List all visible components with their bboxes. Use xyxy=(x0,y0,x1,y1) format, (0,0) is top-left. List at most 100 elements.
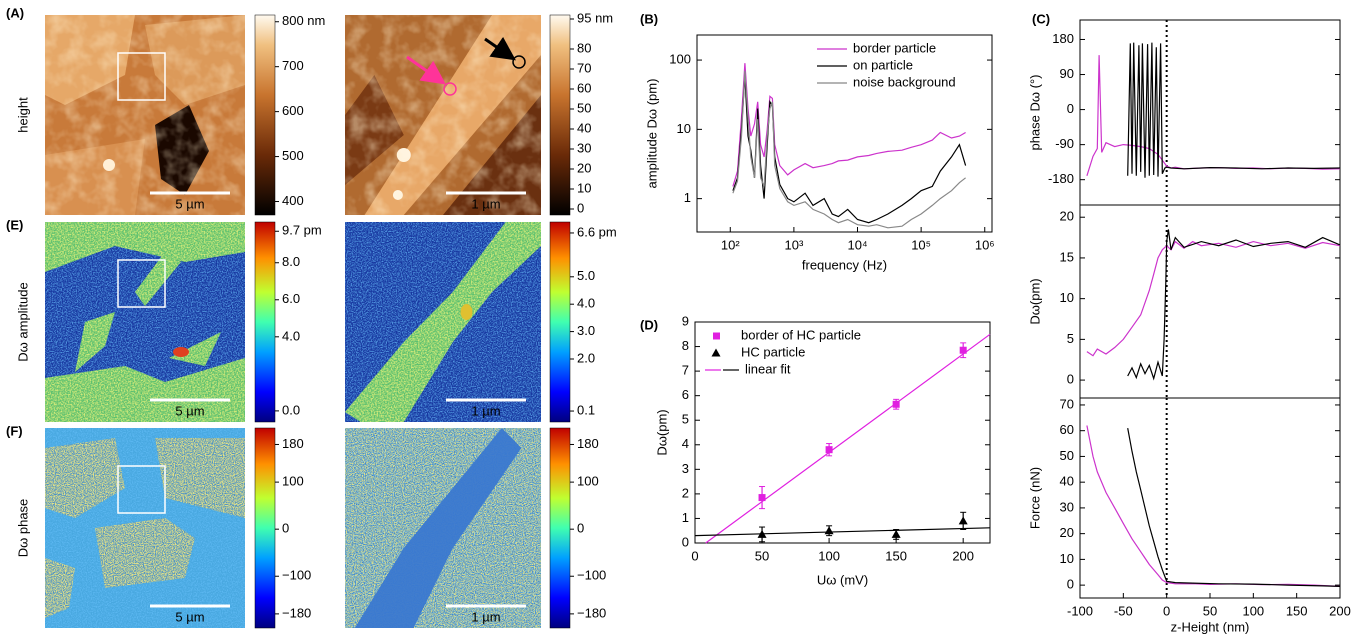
x-tick-label: 200 xyxy=(952,548,974,563)
x-tick-label: -100 xyxy=(1067,603,1093,618)
colorbar-tick-label: 6.0 xyxy=(282,291,300,306)
marker-circle xyxy=(443,82,457,96)
x-tick-label: 10² xyxy=(721,237,740,252)
x-tick-label: 50 xyxy=(1203,603,1217,618)
y-tick-label: 9 xyxy=(682,313,689,328)
arrow xyxy=(484,36,516,61)
data-point xyxy=(758,494,766,502)
y-tick-label: 20 xyxy=(1060,209,1074,224)
row-label: Dω amplitude xyxy=(15,282,30,362)
data-line xyxy=(1127,229,1341,381)
y-tick-label: 1 xyxy=(684,190,691,205)
x-tick-label: 0 xyxy=(691,548,698,563)
y-tick-label: 70 xyxy=(1060,396,1074,411)
data-line xyxy=(1086,240,1341,357)
data-point xyxy=(825,446,833,454)
data-line xyxy=(1127,42,1341,178)
map-texture xyxy=(45,222,245,272)
legend-label: HC particle xyxy=(741,344,805,359)
colorbar-tick-label: 100 xyxy=(282,474,304,489)
x-tick-label: 150 xyxy=(885,548,907,563)
data-point xyxy=(958,516,968,525)
colorbar-tick-label: 500 xyxy=(282,148,304,163)
x-tick-label: 150 xyxy=(1286,603,1308,618)
data-line xyxy=(1086,425,1341,587)
colorbar-tick-label: 30 xyxy=(577,140,591,155)
data-point xyxy=(891,529,901,538)
data-point xyxy=(892,400,900,408)
y-tick-label: -180 xyxy=(1048,171,1074,186)
y-tick-label: 60 xyxy=(1060,422,1074,437)
x-tick-label: -50 xyxy=(1114,603,1133,618)
y-tick-label: 2 xyxy=(682,485,689,500)
legend-label: border of HC particle xyxy=(741,327,861,342)
colorbar-tick-label: 80 xyxy=(577,40,591,55)
colorbar-tick-label: 3.0 xyxy=(577,323,595,338)
map-texture xyxy=(155,438,245,518)
colorbar-tick-label: −100 xyxy=(282,568,311,583)
map-texture xyxy=(95,518,195,588)
colorbar-tick-label: 2.0 xyxy=(577,350,595,365)
colorbar-tick-label: 9.7 pm xyxy=(282,223,322,238)
panel-label: (F) xyxy=(6,423,23,438)
map-texture xyxy=(45,558,75,618)
y-axis-label: Force (nN) xyxy=(1027,467,1042,529)
map-region xyxy=(354,428,522,628)
colorbar-tick-label: 70 xyxy=(577,60,591,75)
scale-bar-label: 1 µm xyxy=(471,196,500,211)
x-tick-label: 200 xyxy=(1329,603,1351,618)
colorbar-tick-label: 180 xyxy=(282,436,304,451)
y-axis-label: amplitude Dω (pm) xyxy=(644,79,659,189)
legend-label: noise background xyxy=(853,74,956,89)
y-tick-label: -90 xyxy=(1055,136,1074,151)
data-line xyxy=(732,63,966,187)
colorbar-tick-label: −180 xyxy=(282,605,311,620)
colorbar-tick-label: 40 xyxy=(577,120,591,135)
y-axis-label: Dω(pm) xyxy=(654,409,669,455)
scale-bar-label: 5 µm xyxy=(175,403,204,418)
y-tick-label: 6 xyxy=(682,387,689,402)
colorbar xyxy=(254,221,276,423)
scale-bar-label: 1 µm xyxy=(471,403,500,418)
panel-label: (B) xyxy=(640,11,658,26)
x-tick-label: 50 xyxy=(755,548,769,563)
x-tick-label: 100 xyxy=(1242,603,1264,618)
x-tick-label: 10⁴ xyxy=(847,237,867,252)
colorbar-tick-label: 800 nm xyxy=(282,13,325,28)
y-tick-label: 8 xyxy=(682,338,689,353)
legend-label: border particle xyxy=(853,40,936,55)
legend-symbol xyxy=(713,332,720,340)
data-line xyxy=(1086,55,1341,176)
row-label: height xyxy=(15,97,30,133)
colorbar-tick-label: 0 xyxy=(577,200,584,215)
y-tick-label: 100 xyxy=(669,52,691,67)
plot-frame xyxy=(1079,397,1341,599)
plot-frame xyxy=(694,321,991,544)
map-texture xyxy=(75,312,115,372)
y-tick-label: 5 xyxy=(682,412,689,427)
y-tick-label: 10 xyxy=(1060,290,1074,305)
data-line xyxy=(732,75,967,224)
plot-frame xyxy=(696,34,993,233)
map-texture xyxy=(45,358,245,422)
data-line xyxy=(1127,427,1341,587)
y-tick-label: 30 xyxy=(1060,499,1074,514)
colorbar-tick-label: −100 xyxy=(577,568,606,583)
y-tick-label: 1 xyxy=(682,510,689,525)
x-tick-label: 10⁵ xyxy=(911,237,931,252)
y-tick-label: 0 xyxy=(1067,101,1074,116)
y-tick-label: 20 xyxy=(1060,525,1074,540)
y-axis-label: phase Dω (°) xyxy=(1027,74,1042,150)
colorbar-tick-label: 0.1 xyxy=(577,402,595,417)
map-texture xyxy=(45,438,125,518)
colorbar xyxy=(549,427,571,629)
y-tick-label: 10 xyxy=(677,121,691,136)
x-axis-label: Uω (mV) xyxy=(817,572,868,587)
map-texture xyxy=(345,15,541,215)
panel-label: (A) xyxy=(6,5,24,20)
arrow xyxy=(406,55,446,85)
legend-label: linear fit xyxy=(745,361,791,376)
colorbar-tick-label: −180 xyxy=(577,605,606,620)
colorbar-tick-label: 400 xyxy=(282,193,304,208)
